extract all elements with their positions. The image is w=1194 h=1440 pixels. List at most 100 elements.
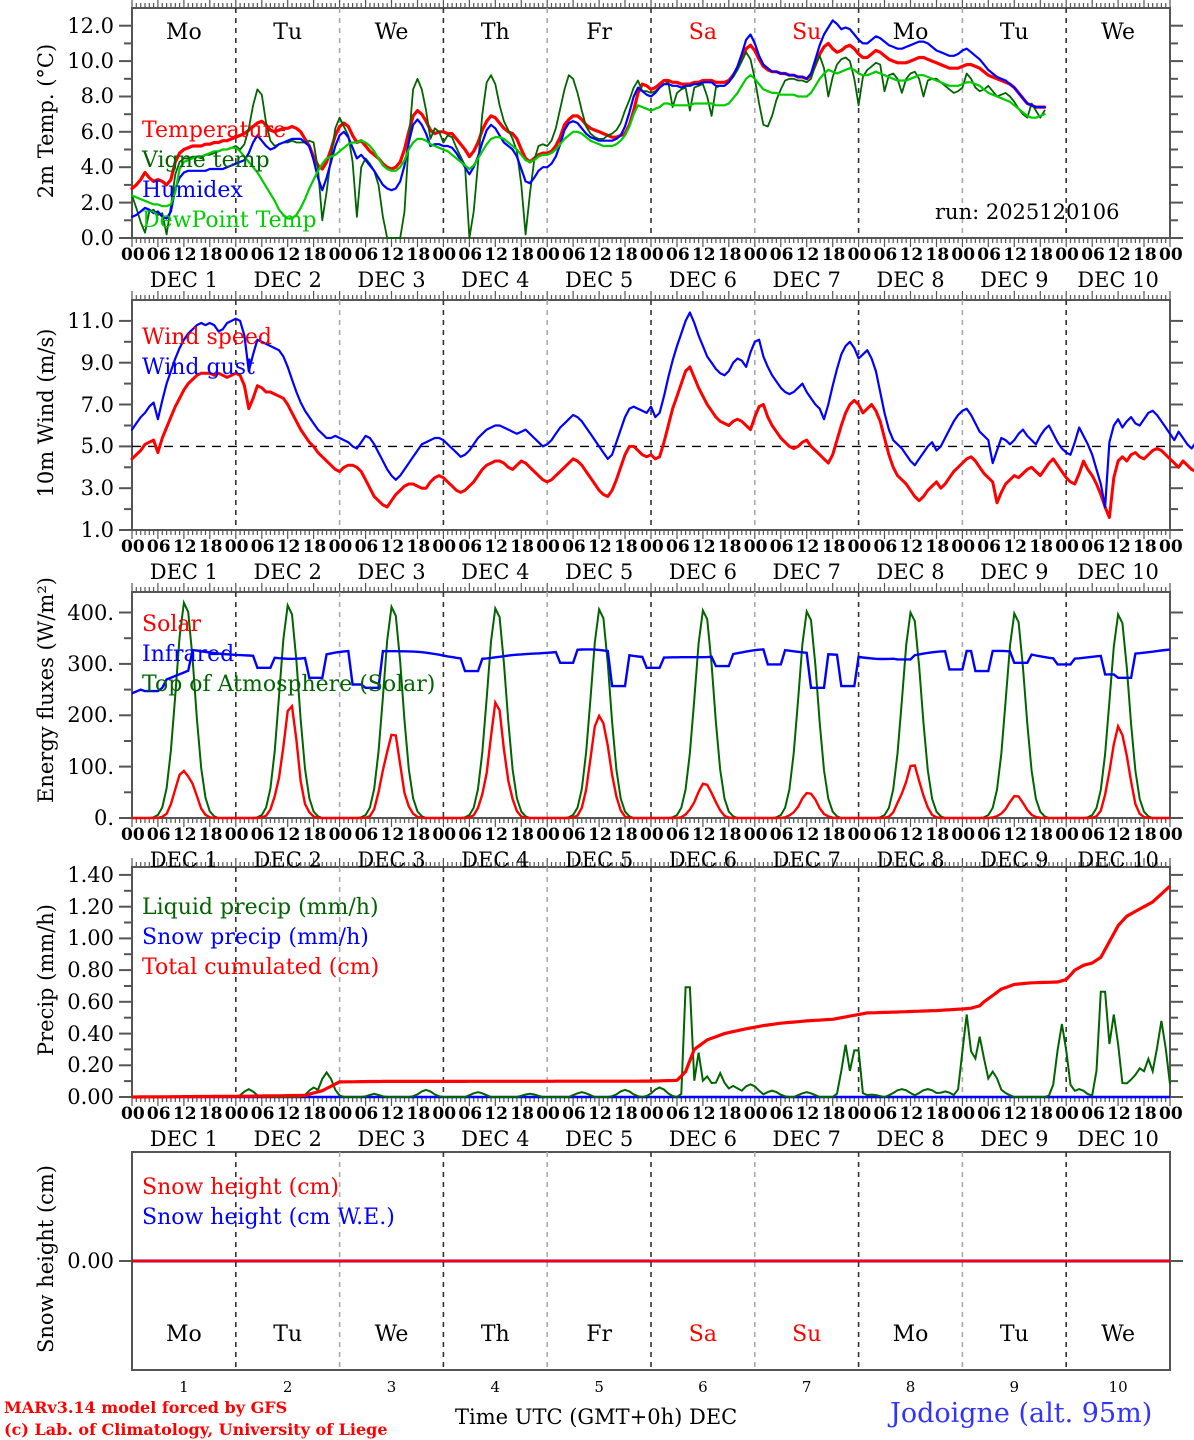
hour-tick-label: 18 — [614, 825, 638, 845]
footer-model-credit-line1: MARv3.14 model forced by GFS — [4, 1398, 288, 1417]
hour-tick-label: 00 — [121, 1104, 145, 1124]
hour-tick-label: 06 — [666, 1104, 690, 1124]
hour-tick-label: 00 — [121, 537, 145, 557]
day-label: DEC 5 — [564, 268, 634, 292]
hour-tick-label: 18 — [925, 825, 950, 845]
hour-tick-label: 18 — [821, 537, 846, 557]
day-label: DEC 9 — [980, 268, 1049, 292]
day-label: DEC 8 — [876, 560, 945, 584]
hour-tick-label: 00 — [1055, 1104, 1079, 1124]
hour-tick-label: 06 — [562, 245, 586, 265]
hour-tick-label: 12 — [588, 537, 612, 557]
hour-tick-label: 12 — [1107, 245, 1131, 265]
ytick-label: 10.0 — [67, 49, 114, 74]
hour-tick-label: 18 — [510, 537, 534, 557]
day-label: DEC 2 — [253, 268, 322, 292]
day-number-label: 3 — [386, 1378, 397, 1396]
weekday-label-bottom: Th — [480, 1322, 510, 1347]
day-label: DEC 1 — [149, 560, 219, 584]
hour-tick-label: 06 — [666, 825, 690, 845]
hour-tick-label: 18 — [1133, 245, 1157, 265]
hour-tick-label: 12 — [1003, 825, 1027, 845]
hour-tick-label: 12 — [691, 245, 716, 265]
weekday-label-top: Sa — [688, 20, 717, 45]
hour-tick-label: 12 — [899, 1104, 924, 1124]
hour-tick-label: 06 — [1081, 1104, 1105, 1124]
hour-tick-label: 00 — [224, 537, 249, 557]
ytick-label: 7.0 — [80, 392, 114, 417]
weekday-label-bottom: We — [374, 1322, 409, 1347]
hour-tick-label: 06 — [562, 537, 586, 557]
footer-station-name: Jodoigne (alt. 95m) — [890, 1398, 1153, 1429]
hour-tick-label: 12 — [1107, 1104, 1131, 1124]
hour-tick-label: 06 — [354, 245, 379, 265]
series-wind-gust — [130, 311, 1194, 509]
day-label: DEC 10 — [1077, 848, 1159, 872]
hour-tick-label: 12 — [588, 245, 612, 265]
hour-tick-label: 06 — [873, 537, 898, 557]
day-number-label: 4 — [490, 1378, 501, 1396]
hour-tick-label: 06 — [873, 245, 898, 265]
day-label: DEC 10 — [1077, 268, 1159, 292]
hour-tick-label: 06 — [354, 825, 379, 845]
hour-tick-label: 06 — [1081, 245, 1105, 265]
day-number-label: 5 — [594, 1378, 604, 1396]
day-label: DEC 4 — [461, 848, 530, 872]
hour-tick-label: 00 — [640, 1104, 664, 1124]
hour-tick-label: 12 — [795, 245, 820, 265]
day-label: DEC 10 — [1077, 560, 1159, 584]
hour-tick-label: 12 — [1003, 1104, 1027, 1124]
hour-tick-label: 18 — [821, 825, 846, 845]
series-humidex — [130, 19, 1046, 220]
hour-tick-label: 06 — [146, 245, 171, 265]
hour-tick-label: 06 — [1081, 825, 1105, 845]
hour-tick-label: 06 — [666, 537, 690, 557]
ytick-label: 1.00 — [67, 926, 114, 951]
hour-tick-label: 18 — [510, 1104, 534, 1124]
day-number-label: 9 — [1009, 1378, 1020, 1396]
weekday-label-top: Fr — [586, 20, 612, 45]
day-label: DEC 1 — [149, 1127, 219, 1151]
weekday-label-top: Tu — [999, 20, 1029, 45]
ytick-label: 6.0 — [80, 119, 114, 144]
series-wind-speed — [130, 365, 1194, 519]
hour-tick-label: 06 — [666, 245, 690, 265]
hour-tick-label: 00 — [640, 825, 664, 845]
day-label: DEC 9 — [980, 560, 1049, 584]
ytick-label: 11.0 — [67, 308, 114, 333]
ytick-label: 0.40 — [67, 1021, 114, 1046]
series-infrared — [131, 648, 1171, 695]
hour-tick-label: 12 — [172, 825, 197, 845]
ytick-label: 100. — [67, 754, 114, 779]
hour-tick-label: 18 — [406, 245, 431, 265]
legend-item-temperature-0: Temperature — [142, 118, 287, 143]
hour-tick-label: 12 — [276, 537, 301, 557]
hour-tick-label: 06 — [458, 825, 483, 845]
ytick-label: 400. — [67, 600, 114, 625]
legend-item-precip-0: Liquid precip (mm/h) — [142, 895, 379, 920]
series-total-cumulated — [132, 884, 1172, 1099]
hour-tick-label: 00 — [743, 825, 768, 845]
hour-tick-label: 12 — [899, 245, 924, 265]
day-label: DEC 6 — [668, 1127, 738, 1151]
weekday-label-top: Tu — [273, 20, 303, 45]
day-label: DEC 6 — [668, 560, 738, 584]
hour-tick-label: 18 — [198, 825, 223, 845]
hour-tick-label: 00 — [847, 1104, 872, 1124]
hour-tick-label: 00 — [847, 245, 872, 265]
hour-tick-label: 12 — [795, 1104, 820, 1124]
hour-tick-label: 18 — [1133, 537, 1157, 557]
weekday-label-top: We — [374, 20, 409, 45]
hour-tick-label: 06 — [146, 825, 171, 845]
hour-tick-label: 18 — [510, 825, 534, 845]
hour-tick-label: 18 — [302, 825, 327, 845]
day-label: DEC 3 — [357, 560, 426, 584]
hour-tick-label: 00 — [328, 537, 353, 557]
hour-tick-label: 12 — [795, 825, 820, 845]
weekday-label-bottom: Mo — [166, 1322, 202, 1347]
ytick-label: 0.60 — [67, 989, 114, 1014]
ytick-label: 5.0 — [80, 434, 114, 459]
hour-tick-label: 12 — [588, 825, 612, 845]
hour-tick-label: 00 — [951, 537, 976, 557]
hour-tick-label: 06 — [977, 537, 1001, 557]
